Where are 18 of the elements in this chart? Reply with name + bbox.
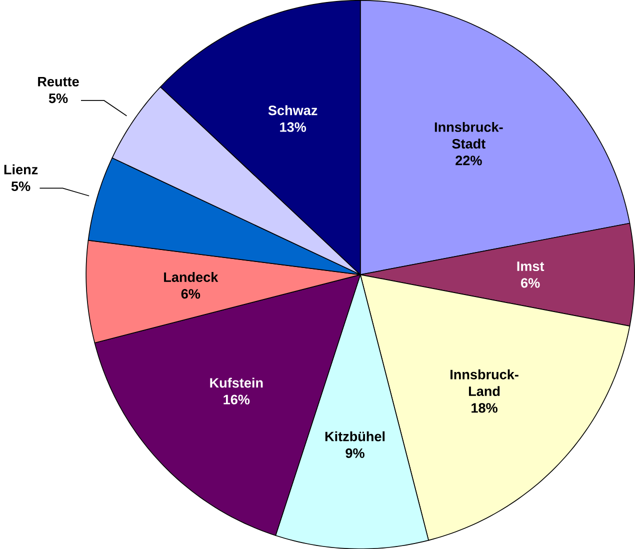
slice-label: Innsbruck-Land bbox=[450, 369, 518, 396]
slice-label: Kitzbühel bbox=[325, 431, 385, 442]
data-label: 9% bbox=[346, 448, 364, 458]
data-label: 6% bbox=[181, 288, 200, 298]
data-label: 13% bbox=[280, 122, 306, 132]
data-label: 18% bbox=[472, 402, 498, 413]
data-label: 5% bbox=[11, 181, 30, 191]
data-label: 5% bbox=[48, 93, 68, 103]
slice-label: Lienz bbox=[4, 164, 38, 174]
data-label: 16% bbox=[224, 394, 250, 404]
data-label: 6% bbox=[521, 278, 540, 288]
slice-label: Landeck bbox=[164, 272, 218, 282]
data-label: 22% bbox=[456, 156, 482, 166]
slice-label: Kufstein bbox=[210, 378, 263, 388]
slice-label: Reutte bbox=[38, 76, 79, 86]
slice-label: Innsbruck-Stadt bbox=[434, 122, 503, 148]
slice-label: Schwaz bbox=[268, 105, 318, 116]
slice-label: Imst bbox=[517, 261, 544, 271]
